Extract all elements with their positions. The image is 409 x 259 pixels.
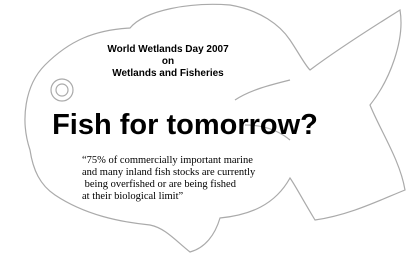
quote-line: at their biological limit” — [82, 191, 184, 202]
page: World Wetlands Day 2007 on Wetlands and … — [0, 0, 409, 259]
title: Fish for tomorrow? — [52, 109, 318, 141]
quote-line: being overfished or are being fished — [82, 179, 237, 190]
poster: World Wetlands Day 2007 on Wetlands and … — [0, 0, 409, 259]
header-line: on — [162, 56, 174, 67]
quote-line: and many inland fish stocks are currentl… — [82, 167, 256, 178]
header-line: Wetlands and Fisheries — [112, 68, 224, 79]
header-line: World Wetlands Day 2007 — [107, 44, 229, 55]
quote-line: “75% of commercially important marine — [82, 155, 253, 166]
